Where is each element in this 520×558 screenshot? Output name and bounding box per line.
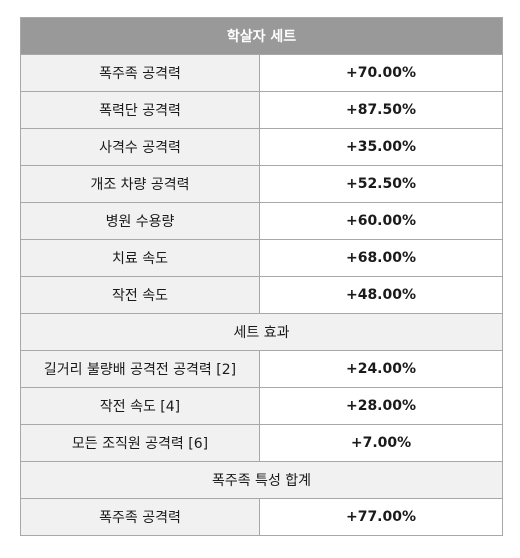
stat-label: 치료 속도 <box>20 239 260 277</box>
table-row: 작전 속도 +48.00% <box>20 276 503 314</box>
trait-total-value: +77.00% <box>259 498 503 536</box>
table-row: 작전 속도 [4] +28.00% <box>20 387 503 425</box>
stat-label: 사격수 공격력 <box>20 128 260 166</box>
set-effect-value: +7.00% <box>259 424 503 462</box>
table-row: 사격수 공격력 +35.00% <box>20 128 503 166</box>
table-row: 폭력단 공격력 +87.50% <box>20 91 503 129</box>
set-stats-table: 학살자 세트 폭주족 공격력 +70.00% 폭력단 공격력 +87.50% 사… <box>20 17 503 536</box>
set-effect-header: 세트 효과 <box>20 313 503 351</box>
title-row: 학살자 세트 <box>20 17 503 55</box>
stat-label: 개조 차량 공격력 <box>20 165 260 203</box>
stat-value: +70.00% <box>259 54 503 92</box>
set-effect-label: 작전 속도 [4] <box>20 387 260 425</box>
stat-value: +48.00% <box>259 276 503 314</box>
stat-label: 폭주족 공격력 <box>20 54 260 92</box>
stat-label: 작전 속도 <box>20 276 260 314</box>
table-row: 모든 조직원 공격력 [6] +7.00% <box>20 424 503 462</box>
stat-label: 병원 수용량 <box>20 202 260 240</box>
stat-value: +60.00% <box>259 202 503 240</box>
trait-total-label: 폭주족 공격력 <box>20 498 260 536</box>
table-row: 길거리 불량배 공격전 공격력 [2] +24.00% <box>20 350 503 388</box>
set-effect-label: 모든 조직원 공격력 [6] <box>20 424 260 462</box>
table-title: 학살자 세트 <box>20 17 503 55</box>
stat-value: +35.00% <box>259 128 503 166</box>
set-effect-header-row: 세트 효과 <box>20 313 503 351</box>
stat-value: +52.50% <box>259 165 503 203</box>
stat-value: +68.00% <box>259 239 503 277</box>
table-row: 폭주족 공격력 +77.00% <box>20 498 503 536</box>
set-effect-value: +24.00% <box>259 350 503 388</box>
stat-value: +87.50% <box>259 91 503 129</box>
trait-total-header-row: 폭주족 특성 합계 <box>20 461 503 499</box>
stats-table-container: 학살자 세트 폭주족 공격력 +70.00% 폭력단 공격력 +87.50% 사… <box>20 17 503 536</box>
table-row: 병원 수용량 +60.00% <box>20 202 503 240</box>
set-effect-label: 길거리 불량배 공격전 공격력 [2] <box>20 350 260 388</box>
table-row: 치료 속도 +68.00% <box>20 239 503 277</box>
trait-total-header: 폭주족 특성 합계 <box>20 461 503 499</box>
stat-label: 폭력단 공격력 <box>20 91 260 129</box>
table-row: 폭주족 공격력 +70.00% <box>20 54 503 92</box>
table-row: 개조 차량 공격력 +52.50% <box>20 165 503 203</box>
set-effect-value: +28.00% <box>259 387 503 425</box>
